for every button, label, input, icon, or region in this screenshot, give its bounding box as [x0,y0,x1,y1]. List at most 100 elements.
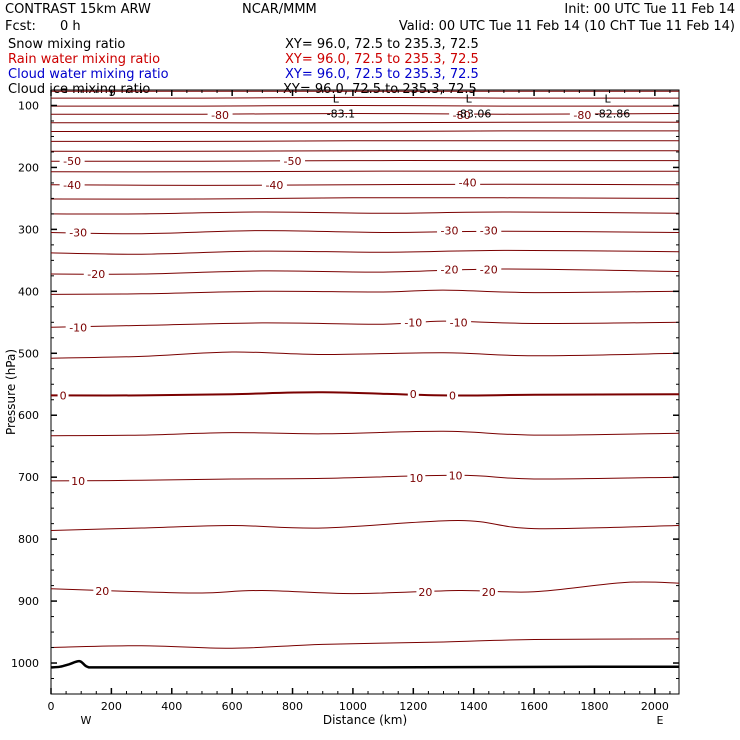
contour-line [50,391,680,397]
contour-label-bg [65,321,91,334]
contour-line [50,351,680,359]
y-tick-label: 600 [18,409,39,422]
contour-line [50,289,680,295]
contour-line [50,230,680,235]
contour-label: 20 [418,586,432,599]
low-marker-letter: L [605,93,612,106]
contour-line [50,170,679,173]
contour-label: 0 [60,389,67,402]
contour-line [51,130,680,133]
contour-label: -20 [441,264,459,277]
y-tick-label: 200 [18,161,39,174]
contour-label-bg [446,469,465,482]
contour-labels: -80 -80 -80-50 -50-40 -40 -40-30 -30 -30-20 -20-… [57,108,595,599]
y-axis-title: Pressure (hPa) [4,349,18,435]
y-tick-label: 500 [18,347,39,360]
contour-label-bg [93,585,112,598]
x-tick-label: 0 [48,700,55,713]
x-tick-label: 1600 [520,700,548,713]
contour-label-bg [57,389,69,402]
low-marker-value: -83.1 [327,108,355,121]
contour-label: 10 [409,472,423,485]
contour-label: -20 [480,264,498,277]
contour-label-bg [455,176,481,189]
x-tick-label: 1200 [399,700,427,713]
low-marker-letter: L [333,93,340,106]
y-tick-label: 400 [18,285,39,298]
low-marker-letter: L [466,93,473,106]
contour-label: -10 [404,316,422,329]
x-tick-label: 1800 [580,700,608,713]
x-tick-label: 2000 [641,700,669,713]
contour-label-bg [65,226,91,239]
x-tick-label: 400 [161,700,182,713]
contour-line [50,249,680,255]
contour-line [50,121,680,124]
contour-label: -80 [211,109,229,122]
contour-label-bg [476,263,502,276]
contour-line [50,160,679,162]
contour-label: 10 [449,469,463,482]
y-tick-label: 700 [18,471,39,484]
contour-label: -30 [480,225,498,238]
legend-xy-snow: XY= 96.0, 72.5 to 235.3, 72.5 [285,37,479,52]
y-tick-label: 1000 [11,657,39,670]
legend-name-cloud-water: Cloud water mixing ratio [8,67,169,82]
legend-xy-rain: XY= 96.0, 72.5 to 235.3, 72.5 [285,52,479,67]
y-tick-label: 800 [18,533,39,546]
contour-lines [50,90,680,649]
contour-label: 20 [482,586,496,599]
contour-label-bg [400,316,426,329]
fcst-value: 0 h [60,19,81,34]
contour-label-bg [476,224,502,237]
contour-label-bg [59,178,85,191]
contour-label-bg [446,316,472,329]
low-marker-value: -82.86 [595,108,630,121]
x-tick-label: 600 [222,700,243,713]
contour-line [50,581,680,595]
init-time: Init: 00 UTC Tue 11 Feb 14 [564,2,735,17]
y-tick-label: 100 [18,99,39,112]
terrain-line [50,659,680,669]
contour-line [50,150,679,152]
contour-label: 10 [71,475,85,488]
contour-line [50,474,680,482]
x-tick-label: 1000 [339,700,367,713]
legend-name-rain: Rain water mixing ratio [8,52,160,67]
contour-label: -50 [284,155,302,168]
org-label: NCAR/MMM [242,2,317,17]
y-tick-label: 900 [18,595,39,608]
x-end-label-right: E [657,714,664,727]
contour-line [50,197,680,200]
contour-label-bg [437,224,463,237]
contour-line [50,430,680,437]
legend: Snow mixing ratio XY= 96.0, 72.5 to 235.… [8,37,479,97]
terrain-line [50,659,680,669]
contour-line [50,211,680,215]
contour-label-bg [207,108,233,121]
contour-line [50,140,679,142]
contour-label-bg [69,474,88,487]
contour-label: -50 [63,155,81,168]
contour-label: -20 [87,268,105,281]
y-tick-label: 300 [18,223,39,236]
contour-label: -40 [459,176,477,189]
fcst-label: Fcst: [5,19,36,34]
x-axis: 0 200 400 600 800 1000 1200 1400 1600 1800 2000 [48,90,671,713]
contour-label: 20 [95,585,109,598]
contour-line [50,320,680,328]
contour-line [50,519,680,531]
x-axis-title: Distance (km) [323,713,407,727]
contour-label-bg [280,155,306,168]
contour-label-bg [83,267,109,280]
low-marker-value: -83.06 [456,108,491,121]
model-title: CONTRAST 15km ARW [5,2,151,17]
x-tick-label: 800 [282,700,303,713]
contour-line [50,638,680,649]
valid-time: Valid: 00 UTC Tue 11 Feb 14 (10 ChT Tue … [399,19,735,34]
contour-label: -40 [265,179,283,192]
contour-label-bg [59,155,85,168]
legend-xy-cloud-water: XY= 96.0, 72.5 to 235.3, 72.5 [285,67,479,82]
